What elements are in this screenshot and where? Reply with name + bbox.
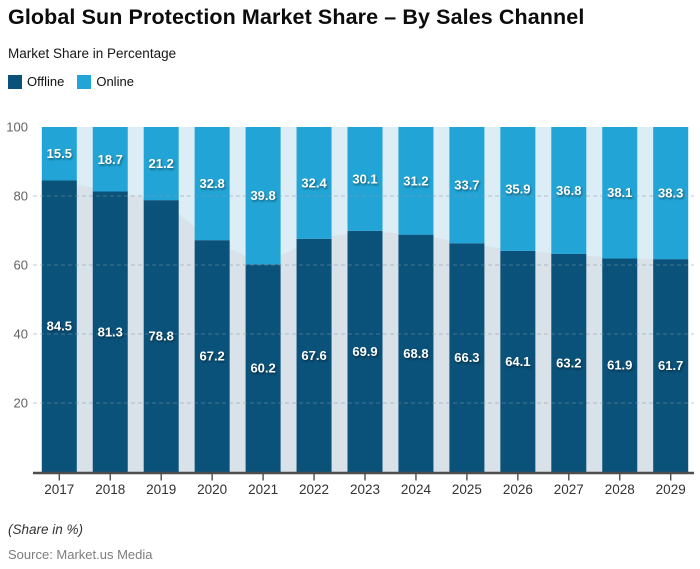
value-online-2025: 33.7 (454, 178, 479, 193)
x-tick-label-2029: 2029 (656, 482, 686, 497)
bar-online-2018 (92, 127, 128, 192)
bar-online-2026 (500, 127, 536, 251)
value-offline-2029: 61.7 (658, 358, 683, 373)
value-offline-2028: 61.9 (607, 358, 632, 373)
bar-online-2021 (245, 127, 281, 265)
bar-offline-2027 (551, 253, 587, 472)
plot-background (41, 127, 689, 472)
legend-swatch-offline (8, 74, 22, 89)
y-tick-label-100: 100 (6, 120, 28, 135)
bar-offline-2018 (92, 191, 128, 472)
value-online-2017: 15.5 (47, 146, 72, 161)
bar-offline-2028 (602, 258, 638, 472)
value-offline-2027: 63.2 (556, 355, 581, 370)
bar-offline-2024 (398, 234, 434, 472)
footer-source: Source: Market.us Media (8, 547, 153, 562)
bar-online-2022 (296, 127, 332, 239)
bar-online-2024 (398, 127, 434, 235)
y-tick-label-60: 60 (14, 258, 28, 273)
y-tick-label-40: 40 (14, 327, 28, 342)
gridlines (33, 195, 694, 404)
x-tick-label-2022: 2022 (299, 482, 329, 497)
bar-online-2028 (602, 127, 638, 259)
bar-offline-2021 (245, 264, 281, 472)
legend: Offline Online (8, 74, 134, 89)
x-tick-label-2020: 2020 (197, 482, 227, 497)
value-offline-2022: 67.6 (301, 348, 326, 363)
value-offline-2020: 67.2 (199, 349, 224, 364)
y-axis-labels: 20 40 60 80 100 (6, 120, 28, 411)
value-labels: 84.5 15.5 81.3 18.7 78.8 21.2 67.2 32.8 60.2 39.8… (47, 146, 684, 375)
bar-offline-2029 (653, 259, 689, 472)
value-online-2029: 38.3 (658, 186, 683, 201)
chart-title: Global Sun Protection Market Share – By … (8, 5, 585, 29)
bar-offline-2022 (296, 238, 332, 472)
value-offline-2025: 66.3 (454, 350, 479, 365)
bar-online-2023 (347, 127, 383, 231)
value-online-2026: 35.9 (505, 181, 530, 196)
bar-offline-2019 (143, 200, 179, 472)
value-offline-2023: 69.9 (352, 344, 377, 359)
value-online-2019: 21.2 (149, 156, 174, 171)
bar-online-2029 (653, 127, 689, 260)
x-axis-labels: 2017 2018 2019 2020 2021 2022 2023 2024 2025 2026… (44, 482, 685, 497)
y-tick-label-20: 20 (14, 396, 28, 411)
x-tick-label-2023: 2023 (350, 482, 380, 497)
legend-item-online: Online (77, 74, 134, 89)
x-tick-label-2017: 2017 (44, 482, 74, 497)
x-tick-label-2024: 2024 (401, 482, 432, 497)
offline-trend-area (41, 180, 689, 472)
bar-online-2020 (194, 127, 230, 241)
x-tick-label-2028: 2028 (605, 482, 635, 497)
x-tick-label-2025: 2025 (452, 482, 482, 497)
legend-label-online: Online (96, 74, 134, 89)
value-online-2024: 31.2 (403, 173, 428, 188)
value-offline-2026: 64.1 (505, 354, 530, 369)
bar-offline-2017 (41, 180, 77, 472)
value-online-2027: 36.8 (556, 183, 581, 198)
x-tick-label-2018: 2018 (95, 482, 125, 497)
value-online-2020: 32.8 (199, 176, 224, 191)
bar-offline-2025 (449, 243, 485, 472)
value-online-2018: 18.7 (98, 152, 123, 167)
x-tick-label-2021: 2021 (248, 482, 278, 497)
bar-offline-2026 (500, 250, 536, 472)
footer-note: (Share in %) (8, 522, 84, 537)
value-online-2022: 32.4 (301, 175, 327, 190)
value-online-2028: 38.1 (607, 185, 632, 200)
bar-offline-2020 (194, 240, 230, 472)
x-tick-label-2026: 2026 (503, 482, 533, 497)
value-online-2021: 39.8 (250, 188, 275, 203)
legend-swatch-online (77, 74, 92, 89)
x-axis-ticks (58, 474, 672, 481)
x-tick-label-2027: 2027 (554, 482, 584, 497)
value-offline-2024: 68.8 (403, 346, 428, 361)
x-tick-label-2019: 2019 (146, 482, 176, 497)
value-offline-2018: 81.3 (98, 324, 123, 339)
chart-subtitle: Market Share in Percentage (8, 46, 177, 61)
bar-online-2025 (449, 127, 485, 244)
legend-label-offline: Offline (27, 74, 65, 89)
bar-online-2027 (551, 127, 587, 254)
bar-offline-2023 (347, 230, 383, 472)
value-offline-2021: 60.2 (250, 361, 275, 376)
y-tick-label-80: 80 (14, 189, 28, 204)
value-online-2023: 30.1 (352, 171, 377, 186)
bar-online-2019 (143, 127, 179, 201)
bars (41, 127, 689, 472)
value-offline-2019: 78.8 (149, 329, 174, 344)
bar-online-2017 (41, 127, 77, 181)
value-offline-2017: 84.5 (47, 319, 72, 334)
legend-item-offline: Offline (8, 74, 64, 89)
